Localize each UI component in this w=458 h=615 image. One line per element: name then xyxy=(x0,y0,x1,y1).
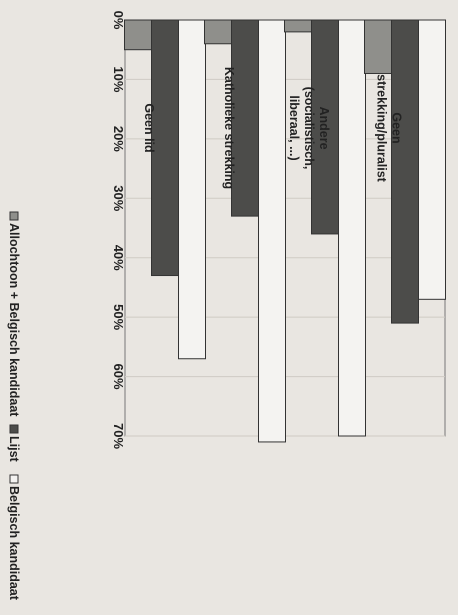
category-label: Geenstrekking/pluralist xyxy=(375,74,404,183)
category-label: Andere(socialistisch,liberaal, ...) xyxy=(287,87,331,170)
bar-1-2 xyxy=(258,19,286,443)
y-tick-label: 10% xyxy=(111,66,126,92)
bar-2-2 xyxy=(338,19,366,437)
bar-0-2 xyxy=(178,19,206,360)
bar-2-1 xyxy=(311,19,339,235)
bar-3-2 xyxy=(418,19,446,300)
legend-swatch xyxy=(9,211,19,221)
legend-label: Belgisch kandidaat xyxy=(7,486,21,601)
category-label-line: (socialistisch, xyxy=(302,87,316,170)
legend: Allochtoon + Belgisch kandidaat Lijst Belg… xyxy=(7,211,21,601)
legend-label: Allochtoon + Belgisch kandidaat xyxy=(7,223,21,417)
category-label-line: Geen xyxy=(390,112,404,143)
bar-0-1 xyxy=(151,19,179,277)
bar-0-0 xyxy=(124,19,152,51)
bar-1-0 xyxy=(204,19,232,45)
y-tick-label: 30% xyxy=(111,185,126,211)
legend-label: Lijst xyxy=(7,436,21,463)
y-tick-label: 70% xyxy=(111,423,126,449)
legend-swatch xyxy=(9,424,19,434)
category-label-line: Geen lid xyxy=(142,103,156,152)
category-label-line: Andere xyxy=(317,106,331,149)
category-label-line: strekking/pluralist xyxy=(375,74,389,183)
y-tick-label: 50% xyxy=(111,304,126,330)
y-tick-label: 60% xyxy=(111,364,126,390)
category-label: Geen lid xyxy=(142,103,156,152)
category-label-line: Katholieke strekking xyxy=(222,67,236,189)
bar-2-0 xyxy=(284,19,312,33)
y-tick-label: 40% xyxy=(111,245,126,271)
y-tick-label: 0% xyxy=(111,11,126,30)
bar-3-1 xyxy=(391,19,419,324)
bar-1-1 xyxy=(231,19,259,217)
category-label-line: liberaal, ...) xyxy=(287,95,301,160)
category-label: Katholieke strekking xyxy=(222,67,236,189)
legend-swatch xyxy=(9,474,19,484)
y-tick-label: 20% xyxy=(111,126,126,152)
bar-3-0 xyxy=(364,19,392,74)
